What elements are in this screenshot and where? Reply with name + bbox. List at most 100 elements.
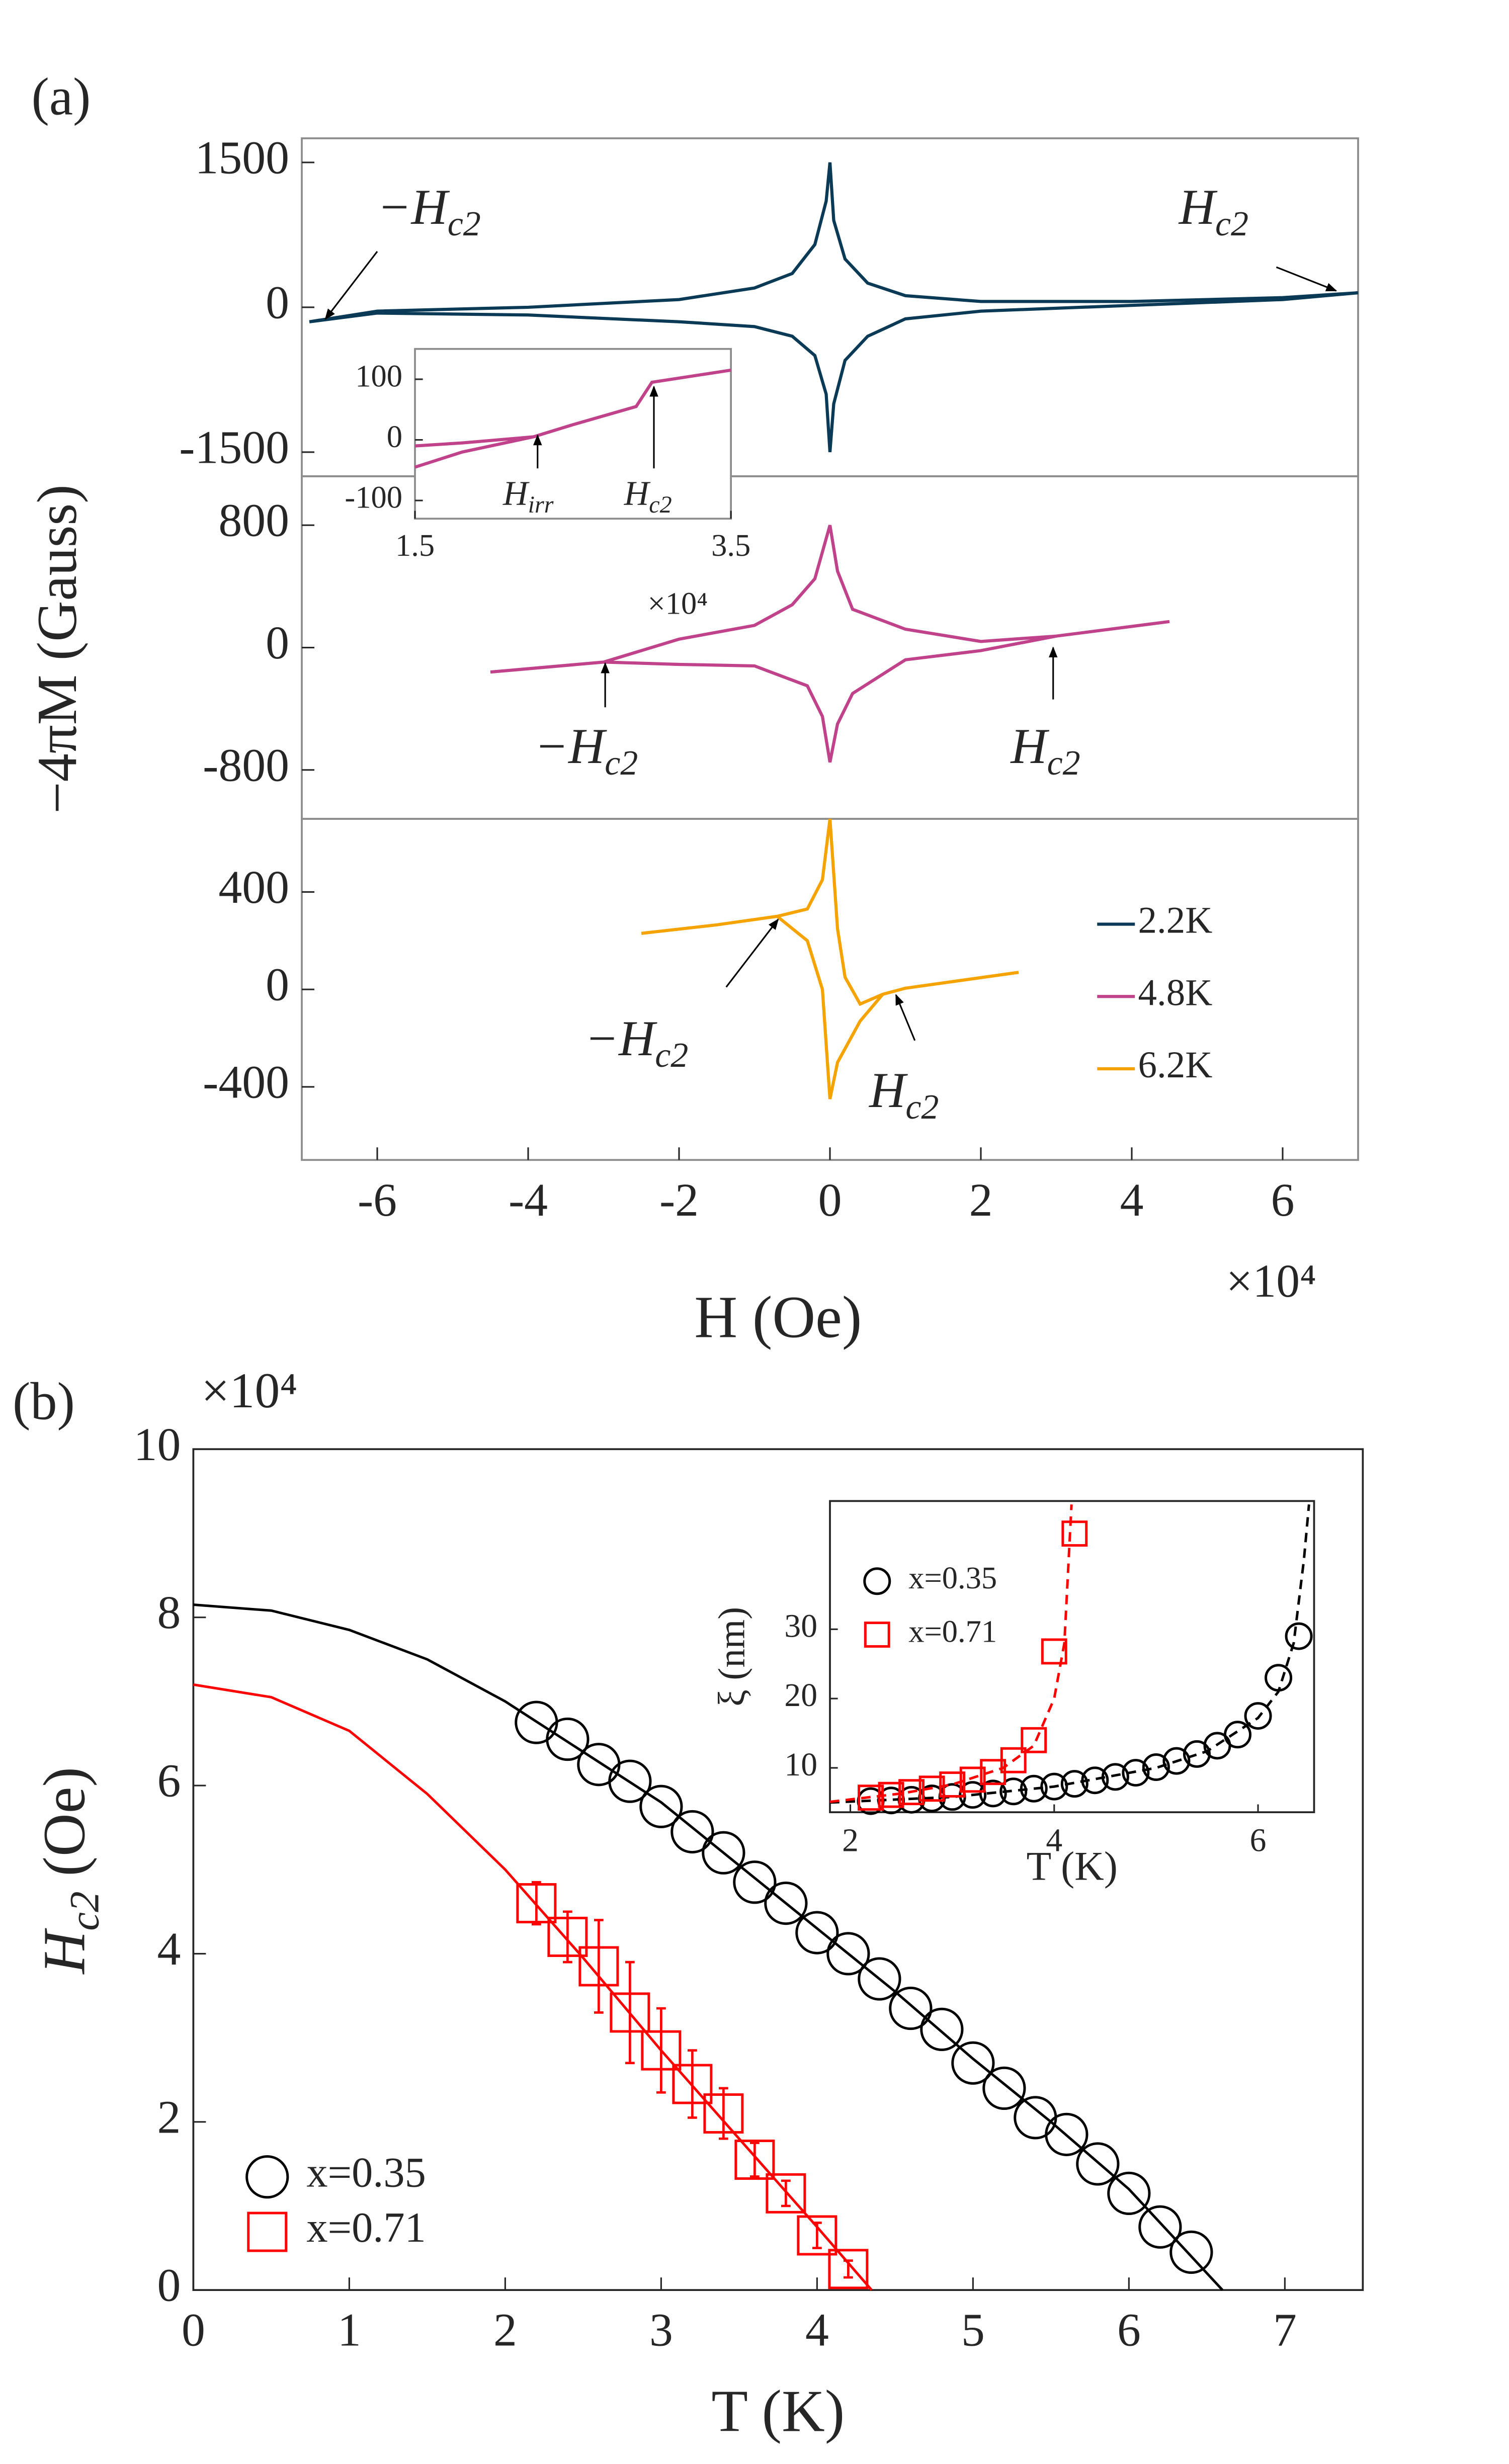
y-tick-label: 0 bbox=[266, 617, 289, 669]
legend-label: x=0.71 bbox=[306, 2204, 426, 2251]
y-tick-label: -400 bbox=[203, 1056, 289, 1108]
point bbox=[734, 2139, 775, 2180]
x-tick-label: 2 bbox=[969, 1174, 993, 1226]
x-axis-label: T (K) bbox=[1027, 1843, 1118, 1889]
x-tick-label: 6 bbox=[1250, 1823, 1267, 1859]
annotation: Hc2 bbox=[624, 474, 672, 518]
point bbox=[610, 1992, 650, 2033]
annotation-main: H bbox=[1178, 179, 1218, 235]
point bbox=[951, 2041, 995, 2085]
point bbox=[547, 1916, 588, 1957]
annotation: Hc2 bbox=[1178, 179, 1248, 243]
plot-frame bbox=[829, 1500, 1315, 1813]
x-tick-label: -6 bbox=[358, 1174, 397, 1226]
y-tick-label: 30 bbox=[784, 1608, 817, 1644]
y-tick-label: 2 bbox=[157, 2091, 181, 2143]
point bbox=[1142, 1753, 1170, 1781]
y-tick-label: -800 bbox=[203, 739, 289, 791]
legend-marker bbox=[247, 2212, 288, 2252]
annotation-main: H bbox=[1010, 718, 1049, 774]
point bbox=[764, 1881, 808, 1925]
y-tick-label: 8 bbox=[157, 1586, 181, 1639]
x-tick-label: 0 bbox=[182, 2304, 205, 2356]
annotation: −Hc2 bbox=[535, 718, 638, 783]
annotation-main: −H bbox=[535, 718, 607, 774]
x-tick-label: 6 bbox=[1271, 1174, 1295, 1226]
y-axis-label-main: H bbox=[31, 1927, 98, 1975]
point bbox=[797, 2215, 837, 2256]
x-tick-label: 2 bbox=[493, 2304, 517, 2356]
point bbox=[1224, 1721, 1252, 1749]
x-tick-label: 5 bbox=[961, 2304, 985, 2356]
point bbox=[979, 1779, 1007, 1808]
point bbox=[959, 1766, 986, 1793]
point bbox=[795, 1911, 839, 1955]
point bbox=[1041, 1638, 1067, 1665]
x-multiplier: ×10⁴ bbox=[1226, 1255, 1316, 1307]
y-tick-label: 0 bbox=[387, 419, 402, 454]
x-tick-label: 2 bbox=[842, 1823, 859, 1859]
point bbox=[1076, 2142, 1120, 2186]
y-tick-label: -100 bbox=[345, 479, 402, 515]
point bbox=[1122, 1759, 1150, 1787]
point bbox=[878, 1781, 904, 1808]
panel-label: (a) bbox=[32, 67, 91, 126]
panel-label: (b) bbox=[13, 1371, 75, 1430]
annotation-sub: c2 bbox=[655, 1036, 688, 1075]
point bbox=[670, 1810, 714, 1854]
y-tick-label: 10 bbox=[784, 1747, 817, 1783]
point bbox=[1060, 1770, 1088, 1798]
point bbox=[858, 1785, 884, 1811]
point bbox=[1138, 2205, 1182, 2249]
legend-label: 2.2K bbox=[1138, 900, 1213, 942]
x-multiplier: ×10⁴ bbox=[648, 586, 708, 621]
y-tick-label: 10 bbox=[134, 1418, 181, 1471]
point bbox=[1101, 1763, 1129, 1791]
annotation-sub: c2 bbox=[1215, 205, 1248, 243]
annotation-main: −H bbox=[585, 1010, 657, 1066]
point bbox=[939, 1771, 966, 1798]
y-tick-label: 20 bbox=[784, 1677, 817, 1714]
data-line bbox=[490, 525, 1170, 763]
annotation-main: −H bbox=[377, 179, 450, 235]
point bbox=[639, 1785, 683, 1828]
annotation: Hirr bbox=[502, 474, 554, 518]
fit-line bbox=[829, 1504, 1310, 1804]
x-tick-label: 3 bbox=[649, 2304, 673, 2356]
point bbox=[516, 1883, 557, 1924]
y-tick-label: -1500 bbox=[179, 421, 289, 473]
point bbox=[1265, 1664, 1293, 1692]
x-tick-label: 1.5 bbox=[395, 528, 435, 563]
annotation-arrow bbox=[1276, 266, 1337, 292]
point bbox=[1169, 2230, 1213, 2274]
plot-frame bbox=[192, 1448, 1364, 2291]
annotation-sub: c2 bbox=[605, 744, 638, 783]
legend-marker bbox=[245, 2155, 289, 2199]
annotation-main: H bbox=[502, 474, 530, 512]
x-tick-label: 4 bbox=[1120, 1174, 1144, 1226]
point bbox=[898, 1779, 925, 1806]
point bbox=[1040, 1772, 1068, 1801]
point bbox=[546, 1717, 590, 1761]
annotation: Hc2 bbox=[868, 1062, 939, 1127]
y-tick-label: 400 bbox=[218, 861, 289, 913]
fit-line bbox=[193, 1603, 1224, 2291]
y-tick-label: 0 bbox=[266, 959, 289, 1011]
point bbox=[1244, 1702, 1272, 1730]
annotation-sub: c2 bbox=[905, 1088, 939, 1127]
point bbox=[766, 2173, 806, 2214]
point bbox=[672, 2064, 713, 2104]
y-tick-label: 4 bbox=[157, 1923, 181, 1975]
annotation-main: H bbox=[868, 1062, 908, 1118]
point bbox=[1107, 2171, 1151, 2215]
y-tick-label: 1500 bbox=[195, 132, 290, 184]
x-tick-label: 1 bbox=[338, 2304, 361, 2356]
y-tick-label: 0 bbox=[157, 2259, 181, 2312]
point bbox=[1020, 1774, 1048, 1803]
point bbox=[999, 1777, 1028, 1806]
fit-line bbox=[829, 1504, 1073, 1803]
legend-label: x=0.71 bbox=[908, 1613, 997, 1649]
annotation-sub: c2 bbox=[649, 491, 672, 518]
